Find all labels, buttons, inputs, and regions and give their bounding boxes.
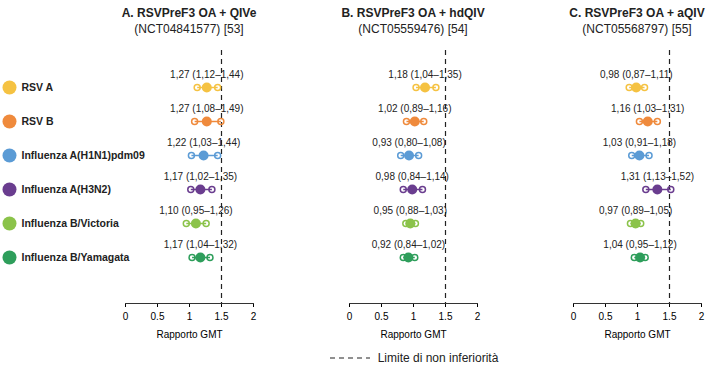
svg-text:2: 2	[251, 311, 257, 322]
svg-text:1: 1	[187, 311, 193, 322]
svg-text:1,27 (1,08–1,49): 1,27 (1,08–1,49)	[170, 103, 243, 114]
svg-text:RSV A: RSV A	[22, 81, 54, 93]
svg-text:2: 2	[475, 311, 481, 322]
svg-text:Rapporto GMT: Rapporto GMT	[156, 329, 222, 340]
svg-text:1,27 (1,12–1,44): 1,27 (1,12–1,44)	[170, 69, 243, 80]
svg-text:1,10 (0,95–1,26): 1,10 (0,95–1,26)	[159, 205, 232, 216]
svg-text:0.5: 0.5	[599, 311, 613, 322]
svg-text:1,17 (1,02–1,35): 1,17 (1,02–1,35)	[164, 171, 237, 182]
svg-text:0: 0	[123, 311, 129, 322]
html-text:C. RSVPreF3 OA + aQIV: C. RSVPreF3 OA + aQIV	[569, 6, 705, 20]
svg-text:1.5: 1.5	[215, 311, 229, 322]
svg-text:0,98 (0,84–1,14): 0,98 (0,84–1,14)	[376, 171, 449, 182]
svg-text:Influenza B/Yamagata: Influenza B/Yamagata	[22, 251, 130, 263]
svg-text:Influenza A(H1N1)pdm09: Influenza A(H1N1)pdm09	[22, 149, 145, 161]
svg-text:0: 0	[347, 311, 353, 322]
svg-text:0.5: 0.5	[151, 311, 165, 322]
svg-text:1,22 (1,03–1,44): 1,22 (1,03–1,44)	[167, 137, 240, 148]
html-text:B. RSVPreF3 OA + hdQIV: B. RSVPreF3 OA + hdQIV	[341, 6, 485, 20]
html-text:(NCT04841577) [53]: (NCT04841577) [53]	[134, 22, 244, 36]
svg-text:0: 0	[571, 311, 577, 322]
svg-text:1,16 (1,03–1,31): 1,16 (1,03–1,31)	[611, 103, 684, 114]
svg-text:0,93 (0,80–1,08): 0,93 (0,80–1,08)	[372, 137, 445, 148]
svg-text:2: 2	[699, 311, 705, 322]
svg-text:0,98 (0,87–1,11): 0,98 (0,87–1,11)	[600, 69, 673, 80]
svg-text:1: 1	[635, 311, 641, 322]
svg-text:0,97 (0,89–1,05): 0,97 (0,89–1,05)	[599, 205, 672, 216]
svg-text:Rapporto GMT: Rapporto GMT	[604, 329, 670, 340]
svg-text:1,02 (0,89–1,16): 1,02 (0,89–1,16)	[378, 103, 451, 114]
html-text:Limite di non inferiorità: Limite di non inferiorità	[377, 351, 499, 365]
svg-text:1,04 (0,95–1,12): 1,04 (0,95–1,12)	[603, 239, 676, 250]
svg-text:1.5: 1.5	[663, 311, 677, 322]
html-text:A. RSVPreF3 OA + QIVe: A. RSVPreF3 OA + QIVe	[121, 6, 257, 20]
svg-text:1,03 (0,91–1,18): 1,03 (0,91–1,18)	[603, 137, 676, 148]
svg-text:0,95 (0,88–1,03): 0,95 (0,88–1,03)	[374, 205, 447, 216]
svg-text:1,18 (1,04–1,35): 1,18 (1,04–1,35)	[388, 69, 461, 80]
html-text:(NCT05559476) [54]: (NCT05559476) [54]	[358, 22, 468, 36]
svg-text:1,17 (1,04–1,32): 1,17 (1,04–1,32)	[164, 239, 237, 250]
svg-text:1: 1	[411, 311, 417, 322]
svg-text:Influenza A(H3N2): Influenza A(H3N2)	[22, 183, 111, 195]
svg-text:Rapporto GMT: Rapporto GMT	[380, 329, 446, 340]
svg-text:Influenza B/Victoria: Influenza B/Victoria	[22, 217, 119, 229]
svg-text:0,92 (0,84–1,02): 0,92 (0,84–1,02)	[372, 239, 445, 250]
svg-text:1,31 (1,13–1,52): 1,31 (1,13–1,52)	[621, 171, 694, 182]
svg-text:1.5: 1.5	[439, 311, 453, 322]
svg-text:RSV B: RSV B	[22, 115, 55, 127]
html-text:(NCT05568797) [55]: (NCT05568797) [55]	[582, 22, 692, 36]
svg-text:0.5: 0.5	[375, 311, 389, 322]
